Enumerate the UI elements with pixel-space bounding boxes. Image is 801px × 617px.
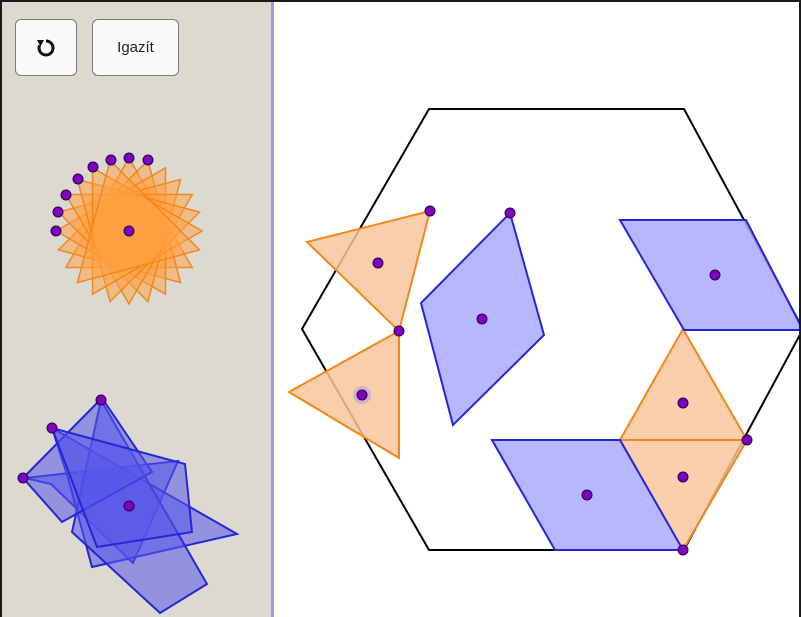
- blue-rhombus: [490, 439, 685, 551]
- control-point: [17, 472, 29, 484]
- control-point: [123, 152, 135, 164]
- orange-triangle: [305, 209, 432, 333]
- control-point: [424, 205, 436, 217]
- blue-rhombi: [419, 211, 799, 551]
- rotate-cw-icon: [37, 39, 55, 56]
- center-point: [677, 471, 689, 483]
- center-point: [677, 397, 689, 409]
- center-point: [581, 489, 593, 501]
- selected-point-halo: [353, 386, 371, 404]
- control-point: [741, 434, 753, 446]
- control-point: [87, 161, 99, 173]
- points: [353, 205, 753, 556]
- center-point: [709, 269, 721, 281]
- control-point: [504, 207, 516, 219]
- orange-triangle: [286, 329, 400, 460]
- control-point: [50, 225, 62, 237]
- control-point: [60, 189, 72, 201]
- sidebar-shapes: [17, 152, 240, 615]
- control-point: [46, 422, 58, 434]
- center-point: [123, 225, 135, 237]
- sidebar-panel: Igazít: [2, 2, 271, 617]
- control-point: [95, 394, 107, 406]
- control-point: [677, 544, 689, 556]
- hexagon-outline: [300, 108, 799, 551]
- orange-triangle: [76, 159, 201, 284]
- center-point-selected: [356, 389, 368, 401]
- control-point: [393, 325, 405, 337]
- control-point: [142, 154, 154, 166]
- control-point: [105, 154, 117, 166]
- blue-rhombus: [419, 211, 546, 427]
- control-point: [52, 206, 64, 218]
- orange-triangle-rosette[interactable]: [50, 152, 204, 306]
- blue-rhombus-stack[interactable]: [17, 394, 240, 615]
- reset-button[interactable]: [15, 19, 77, 76]
- panel-divider[interactable]: [271, 2, 274, 617]
- orange-triangles: [286, 209, 749, 553]
- blue-rhombus: [50, 426, 194, 549]
- center-point: [372, 257, 384, 269]
- center-point: [123, 500, 135, 512]
- orange-triangle: [618, 439, 749, 553]
- center-point: [476, 313, 488, 325]
- control-point: [72, 173, 84, 185]
- align-button[interactable]: Igazít: [92, 19, 179, 76]
- blue-rhombus: [618, 219, 799, 331]
- orange-triangle: [618, 326, 749, 441]
